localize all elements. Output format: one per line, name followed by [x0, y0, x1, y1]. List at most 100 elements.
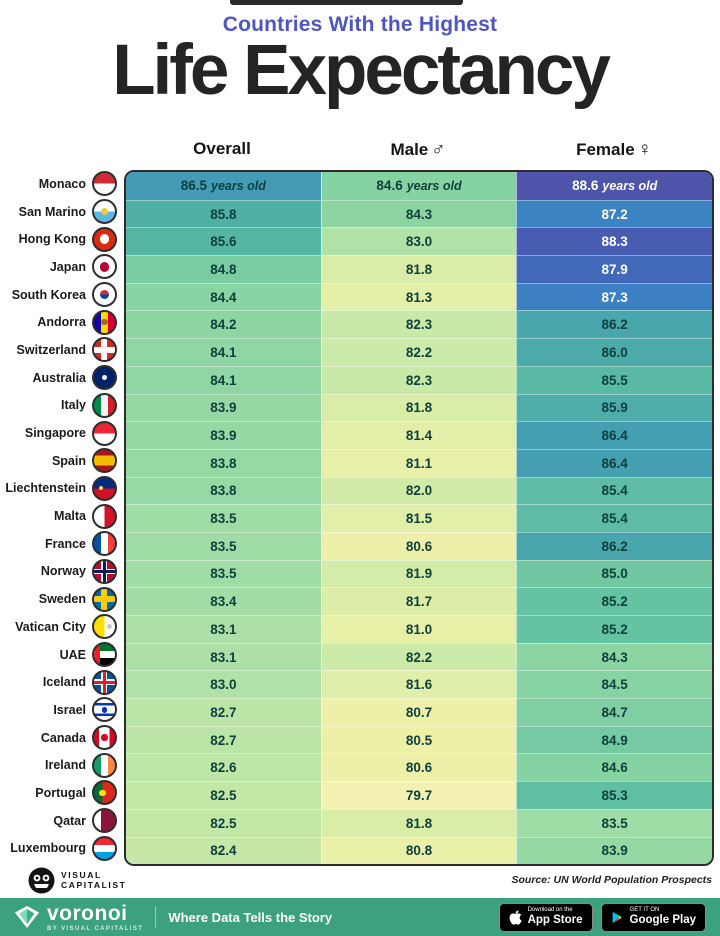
country-row: UAE — [0, 641, 124, 669]
app-store-badge[interactable]: Download on the App Store — [498, 902, 593, 932]
value-cell-male: 84.6 years old — [320, 172, 517, 200]
country-flag-icon — [92, 752, 117, 778]
table-row: 83.1 81.0 85.2 — [126, 615, 712, 643]
value-cell-female: 85.2 — [516, 615, 712, 643]
column-header-label: Male — [390, 140, 429, 159]
value-text: 80.6 — [405, 760, 433, 776]
flag-detail — [101, 374, 108, 381]
value-text: 85.4 — [601, 483, 628, 499]
column-header-male: Male ♂ — [320, 139, 516, 161]
country-label: South Korea — [11, 287, 86, 302]
value-text: 83.8 — [210, 455, 237, 471]
country-label: Qatar — [53, 813, 86, 828]
flag-detail — [101, 208, 108, 215]
country-flag-icon — [92, 586, 117, 612]
value-cell-overall: 84.8 — [126, 255, 321, 283]
value-text: 86.0 — [601, 344, 628, 360]
value-text: 87.9 — [601, 261, 628, 277]
table-row: 85.6 83.0 88.3 — [126, 227, 712, 256]
table-row: 84.4 81.3 87.3 — [126, 282, 712, 311]
country-labels-column: Monaco San Marino Hong Kong Japan South Kore… — [0, 170, 124, 862]
value-text: 85.2 — [601, 594, 628, 610]
value-cell-male: 80.8 — [320, 836, 517, 864]
value-text: 84.1 — [210, 372, 237, 388]
value-text: 80.5 — [405, 732, 433, 748]
value-text: 84.6 — [601, 760, 628, 776]
country-row: France — [0, 530, 124, 558]
table-row: 84.1 82.2 86.0 — [126, 338, 712, 366]
country-row: Israel — [0, 696, 124, 724]
country-flag-icon — [92, 531, 117, 557]
value-cell-overall: 82.5 — [126, 781, 321, 809]
value-text: 86.2 — [601, 538, 628, 554]
value-cell-overall: 84.4 — [126, 282, 321, 311]
value-cell-male: 81.8 — [320, 255, 517, 283]
value-cell-overall: 83.5 — [126, 531, 321, 560]
country-label: Spain — [51, 453, 86, 468]
value-text: 84.3 — [601, 649, 628, 665]
country-flag-icon — [92, 254, 117, 280]
value-text: 83.1 — [210, 649, 237, 665]
country-flag-icon — [92, 669, 117, 695]
value-cell-male: 80.5 — [320, 725, 517, 754]
country-flag-icon — [92, 199, 117, 225]
value-cell-male: 81.1 — [320, 448, 517, 477]
value-text: 82.4 — [210, 843, 237, 859]
flag-detail — [101, 707, 108, 713]
value-cell-female: 85.4 — [516, 504, 712, 532]
value-text: 84.8 — [210, 261, 237, 277]
value-text: 81.6 — [405, 677, 433, 693]
country-flag-icon — [92, 725, 117, 751]
value-cell-overall: 82.5 — [126, 808, 321, 837]
value-text: 82.7 — [210, 732, 237, 748]
country-row: Andorra — [0, 308, 124, 336]
table-row: 85.8 84.3 87.2 — [126, 199, 712, 228]
value-cell-female: 86.2 — [516, 310, 712, 339]
country-label: Luxembourg — [10, 841, 86, 856]
value-cell-male: 80.6 — [320, 531, 517, 560]
years-old-suffix: years old — [602, 178, 658, 193]
country-flag-icon — [92, 309, 117, 335]
value-cell-female: 86.4 — [516, 421, 712, 449]
country-row: San Marino — [0, 198, 124, 226]
value-text: 85.0 — [601, 566, 628, 582]
value-cell-overall: 85.6 — [126, 227, 321, 256]
value-cell-overall: 83.5 — [126, 504, 321, 532]
country-row: Singapore — [0, 419, 124, 447]
value-cell-overall: 82.7 — [126, 698, 321, 726]
value-cell-female: 86.0 — [516, 338, 712, 366]
google-play-badge[interactable]: GET IT ON Google Play — [600, 902, 706, 932]
voronoi-brand: voronoi BY VISUAL CAPITALIST — [14, 903, 143, 932]
value-cell-female: 85.4 — [516, 476, 712, 505]
value-text: 84.7 — [601, 704, 628, 720]
value-cell-female: 84.6 — [516, 753, 712, 782]
visual-capitalist-logo: VISUAL CAPITALIST — [28, 867, 126, 894]
country-flag-icon — [92, 420, 117, 446]
value-cell-male: 82.3 — [320, 310, 517, 339]
value-text: 81.7 — [405, 594, 433, 610]
country-row: Switzerland — [0, 336, 124, 364]
value-cell-male: 81.8 — [320, 393, 517, 422]
value-text: 83.5 — [210, 511, 237, 527]
country-row: Japan — [0, 253, 124, 281]
flag-detail — [99, 234, 110, 244]
value-text: 81.8 — [405, 261, 433, 277]
value-cell-male: 81.7 — [320, 587, 517, 615]
value-cell-overall: 83.1 — [126, 642, 321, 671]
country-row: Hong Kong — [0, 225, 124, 253]
badge-text: GET IT ON Google Play — [630, 907, 696, 927]
table-row: 83.0 81.6 84.5 — [126, 670, 712, 699]
table-row: 83.9 81.8 85.9 — [126, 393, 712, 422]
value-text: 82.5 — [210, 815, 237, 831]
value-text: 83.4 — [210, 594, 237, 610]
value-text: 81.9 — [405, 566, 433, 582]
value-cell-female: 88.3 — [516, 227, 712, 256]
value-cell-female: 85.3 — [516, 781, 712, 809]
country-flag-icon — [92, 503, 117, 529]
table-row: 82.4 80.8 83.9 — [126, 836, 712, 864]
table-row: 82.6 80.6 84.6 — [126, 753, 712, 782]
value-text: 81.0 — [405, 621, 433, 637]
country-label: Italy — [60, 398, 86, 413]
country-label: San Marino — [18, 204, 86, 219]
